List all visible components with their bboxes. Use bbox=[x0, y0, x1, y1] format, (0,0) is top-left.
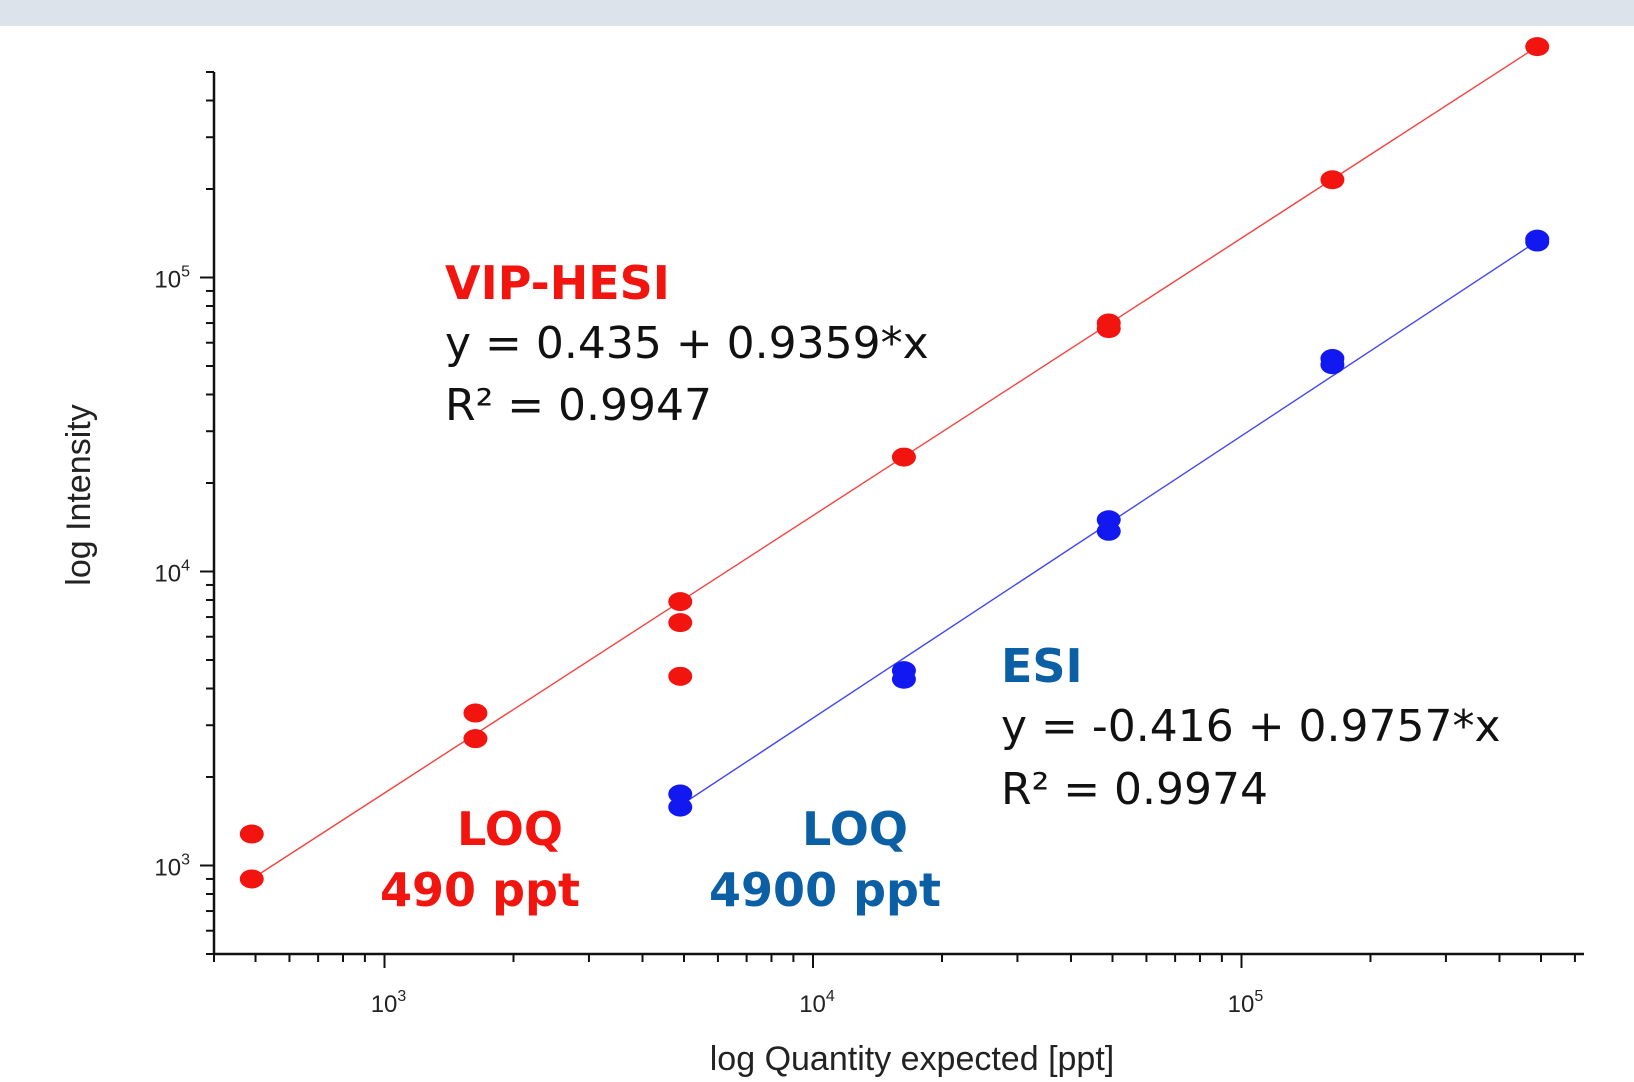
data-point bbox=[1320, 170, 1345, 190]
loq-vip-label: LOQ bbox=[457, 802, 563, 856]
x-tick-label: 105 bbox=[1228, 988, 1264, 1018]
y-tick-label: 104 bbox=[154, 557, 190, 587]
data-point bbox=[668, 592, 693, 612]
axes bbox=[200, 71, 1584, 968]
y-tick-label: 105 bbox=[154, 263, 190, 293]
data-point bbox=[891, 447, 916, 467]
data-point bbox=[463, 703, 488, 723]
data-point bbox=[668, 784, 693, 804]
tick-labels: 103 104 105 103 104 105 bbox=[154, 263, 1263, 1018]
data-point bbox=[668, 613, 693, 633]
data-point bbox=[239, 869, 264, 889]
vip-hesi-r2: R² = 0.9947 bbox=[445, 380, 713, 431]
x-tick-label: 104 bbox=[799, 988, 835, 1018]
data-point bbox=[463, 729, 488, 749]
esi-title: ESI bbox=[1001, 639, 1083, 693]
y-axis-title: log Intensity bbox=[60, 404, 98, 585]
esi-r2: R² = 0.9974 bbox=[1001, 764, 1269, 815]
data-point bbox=[891, 669, 916, 689]
data-point bbox=[1096, 319, 1121, 339]
x-axis-title: log Quantity expected [ppt] bbox=[710, 1040, 1114, 1078]
loq-vip-value: 490 ppt bbox=[380, 863, 580, 917]
top-bar bbox=[0, 0, 1634, 26]
vip-hesi-equation: y = 0.435 + 0.9359*x bbox=[445, 318, 929, 369]
esi-equation: y = -0.416 + 0.9757*x bbox=[1001, 701, 1501, 752]
data-point bbox=[239, 824, 264, 844]
x-tick-label: 103 bbox=[371, 988, 407, 1018]
data-point bbox=[1525, 37, 1550, 57]
data-point bbox=[1525, 232, 1550, 252]
data-point bbox=[668, 797, 693, 817]
data-point bbox=[1320, 355, 1345, 375]
y-tick-label: 103 bbox=[154, 851, 190, 881]
loq-esi-value: 4900 ppt bbox=[709, 863, 941, 917]
loq-esi-label: LOQ bbox=[802, 802, 908, 856]
vip-hesi-title: VIP-HESI bbox=[445, 256, 670, 310]
data-points bbox=[239, 37, 1550, 889]
data-point bbox=[668, 666, 693, 686]
data-point bbox=[1096, 521, 1121, 541]
